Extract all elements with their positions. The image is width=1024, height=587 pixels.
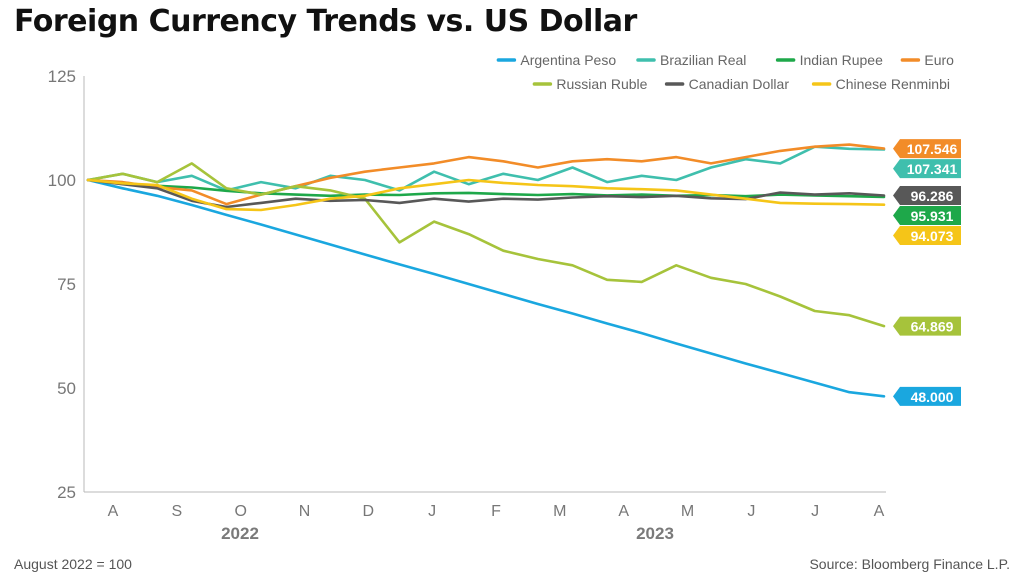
end-value-label: 94.073: [911, 228, 954, 244]
y-tick-label: 75: [57, 275, 76, 294]
chart-title: Foreign Currency Trends vs. US Dollar: [14, 4, 637, 39]
end-label-flag: [893, 185, 961, 205]
legend-label: Brazilian Real: [660, 52, 746, 68]
x-tick-label: A: [618, 503, 629, 520]
series-line-brazilian-real: [86, 145, 886, 192]
x-tick-label: M: [681, 503, 694, 520]
end-value-label: 107.341: [907, 161, 958, 177]
x-tick-label: J: [811, 503, 819, 520]
x-tick-label: S: [171, 503, 182, 520]
legend-label: Argentina Peso: [520, 52, 616, 68]
end-value-label: 64.869: [911, 319, 954, 335]
legend-label: Chinese Renminbi: [836, 76, 950, 92]
x-tick-label: J: [428, 503, 436, 520]
y-tick-label: 100: [48, 171, 76, 190]
footnote-source: Source: Bloomberg Finance L.P.: [809, 556, 1010, 572]
end-label-flag: [893, 386, 961, 406]
x-tick-label: A: [108, 503, 119, 520]
series-line-euro: [86, 143, 886, 206]
end-label-flag: [893, 159, 961, 179]
series-line-canadian-dollar: [86, 178, 886, 209]
end-value-label: 107.546: [907, 141, 958, 157]
y-tick-label: 125: [48, 67, 76, 86]
end-label-flag: [893, 316, 961, 336]
footnote-baseline: August 2022 = 100: [14, 556, 132, 572]
x-tick-label: F: [491, 503, 501, 520]
x-year-label: 2023: [636, 524, 674, 543]
legend-label: Euro: [924, 52, 954, 68]
legend-label: Canadian Dollar: [689, 76, 790, 92]
series-line-indian-rupee: [86, 178, 886, 199]
end-label-flag: [893, 205, 961, 225]
end-label-flag: [893, 139, 961, 159]
x-tick-label: N: [299, 503, 311, 520]
x-tick-label: J: [747, 503, 755, 520]
x-tick-label: A: [874, 503, 885, 520]
end-value-label: 96.286: [911, 188, 954, 204]
legend-label: Russian Ruble: [556, 76, 647, 92]
x-year-label: 2022: [221, 524, 259, 543]
end-value-label: 95.931: [911, 208, 954, 224]
end-value-label: 48.000: [911, 389, 954, 405]
y-tick-label: 50: [57, 379, 76, 398]
series-line-argentina-peso: [86, 178, 886, 398]
y-tick-label: 25: [57, 483, 76, 502]
legend-label: Indian Rupee: [800, 52, 884, 68]
end-label-flag: [893, 225, 961, 245]
series-line-russian-ruble: [86, 162, 886, 328]
x-tick-label: M: [553, 503, 566, 520]
x-tick-label: D: [363, 503, 375, 520]
series-line-chinese-renminbi: [86, 178, 886, 212]
x-tick-label: O: [234, 503, 246, 520]
